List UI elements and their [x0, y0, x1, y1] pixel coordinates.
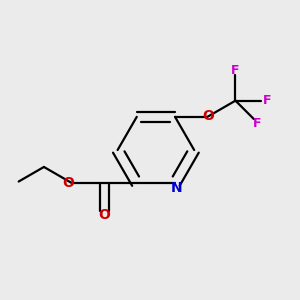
Text: O: O	[203, 109, 214, 123]
Text: O: O	[62, 176, 74, 190]
Text: N: N	[171, 182, 182, 195]
Text: F: F	[253, 117, 262, 130]
Text: F: F	[231, 64, 240, 77]
Text: F: F	[262, 94, 271, 107]
Text: O: O	[98, 208, 110, 222]
